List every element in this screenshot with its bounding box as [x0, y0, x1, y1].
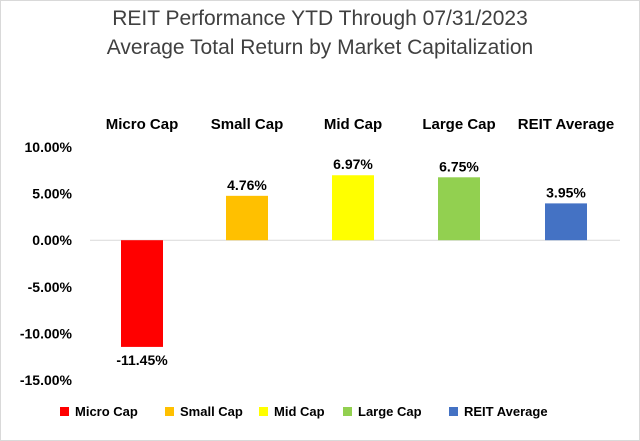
category-label-small-cap: Small Cap	[211, 116, 284, 133]
legend-label: Small Cap	[180, 404, 243, 419]
y-tick-label: -5.00%	[28, 279, 73, 295]
chart-subtitle: Average Total Return by Market Capitaliz…	[106, 36, 534, 59]
legend-swatch	[449, 407, 458, 416]
bar-reit-average	[545, 203, 587, 241]
legend-item-reit-average: REIT Average	[449, 404, 548, 419]
legend-item-large-cap: Large Cap	[343, 404, 422, 419]
data-label-large-cap: 6.75%	[439, 158, 479, 174]
legend-label: REIT Average	[464, 404, 548, 419]
category-labels: Micro Cap Small Cap Mid Cap Large Cap REIT A…	[106, 116, 614, 133]
legend-item-micro-cap: Micro Cap	[60, 404, 138, 419]
bar-large-cap	[438, 177, 480, 241]
data-label-mid-cap: 6.97%	[333, 156, 373, 172]
legend: Micro Cap Small Cap Mid Cap Large Cap REIT A…	[60, 404, 548, 419]
y-tick-label: -15.00%	[20, 372, 73, 388]
chart-title-block: REIT Performance YTD Through 07/31/2023 …	[0, 4, 640, 62]
chart-title: REIT Performance YTD Through 07/31/2023	[112, 7, 528, 30]
y-tick-label: -10.00%	[20, 325, 73, 341]
legend-swatch	[60, 407, 69, 416]
legend-label: Mid Cap	[274, 404, 325, 419]
legend-swatch	[165, 407, 174, 416]
legend-label: Large Cap	[358, 404, 422, 419]
legend-swatch	[259, 407, 268, 416]
data-label-small-cap: 4.76%	[227, 177, 267, 193]
legend-item-small-cap: Small Cap	[165, 404, 243, 419]
bar-mid-cap	[332, 175, 374, 241]
bar-micro-cap	[121, 240, 163, 347]
bars	[121, 175, 587, 347]
category-label-reit-average: REIT Average	[518, 116, 614, 133]
data-label-micro-cap: -11.45%	[116, 352, 168, 368]
category-label-mid-cap: Mid Cap	[324, 116, 382, 133]
legend-label: Micro Cap	[75, 404, 138, 419]
y-tick-label: 10.00%	[25, 139, 73, 155]
legend-swatch	[343, 407, 352, 416]
category-label-large-cap: Large Cap	[422, 116, 495, 133]
data-labels: -11.45% 4.76% 6.97% 6.75% 3.95%	[116, 156, 586, 368]
y-tick-label: 5.00%	[32, 186, 72, 202]
data-label-reit-average: 3.95%	[546, 184, 586, 200]
legend-item-mid-cap: Mid Cap	[259, 404, 325, 419]
category-label-micro-cap: Micro Cap	[106, 116, 179, 133]
y-tick-label: 0.00%	[32, 232, 72, 248]
bar-small-cap	[226, 195, 268, 241]
y-axis: 10.00% 5.00% 0.00% -5.00% -10.00% -15.00%	[20, 139, 73, 388]
